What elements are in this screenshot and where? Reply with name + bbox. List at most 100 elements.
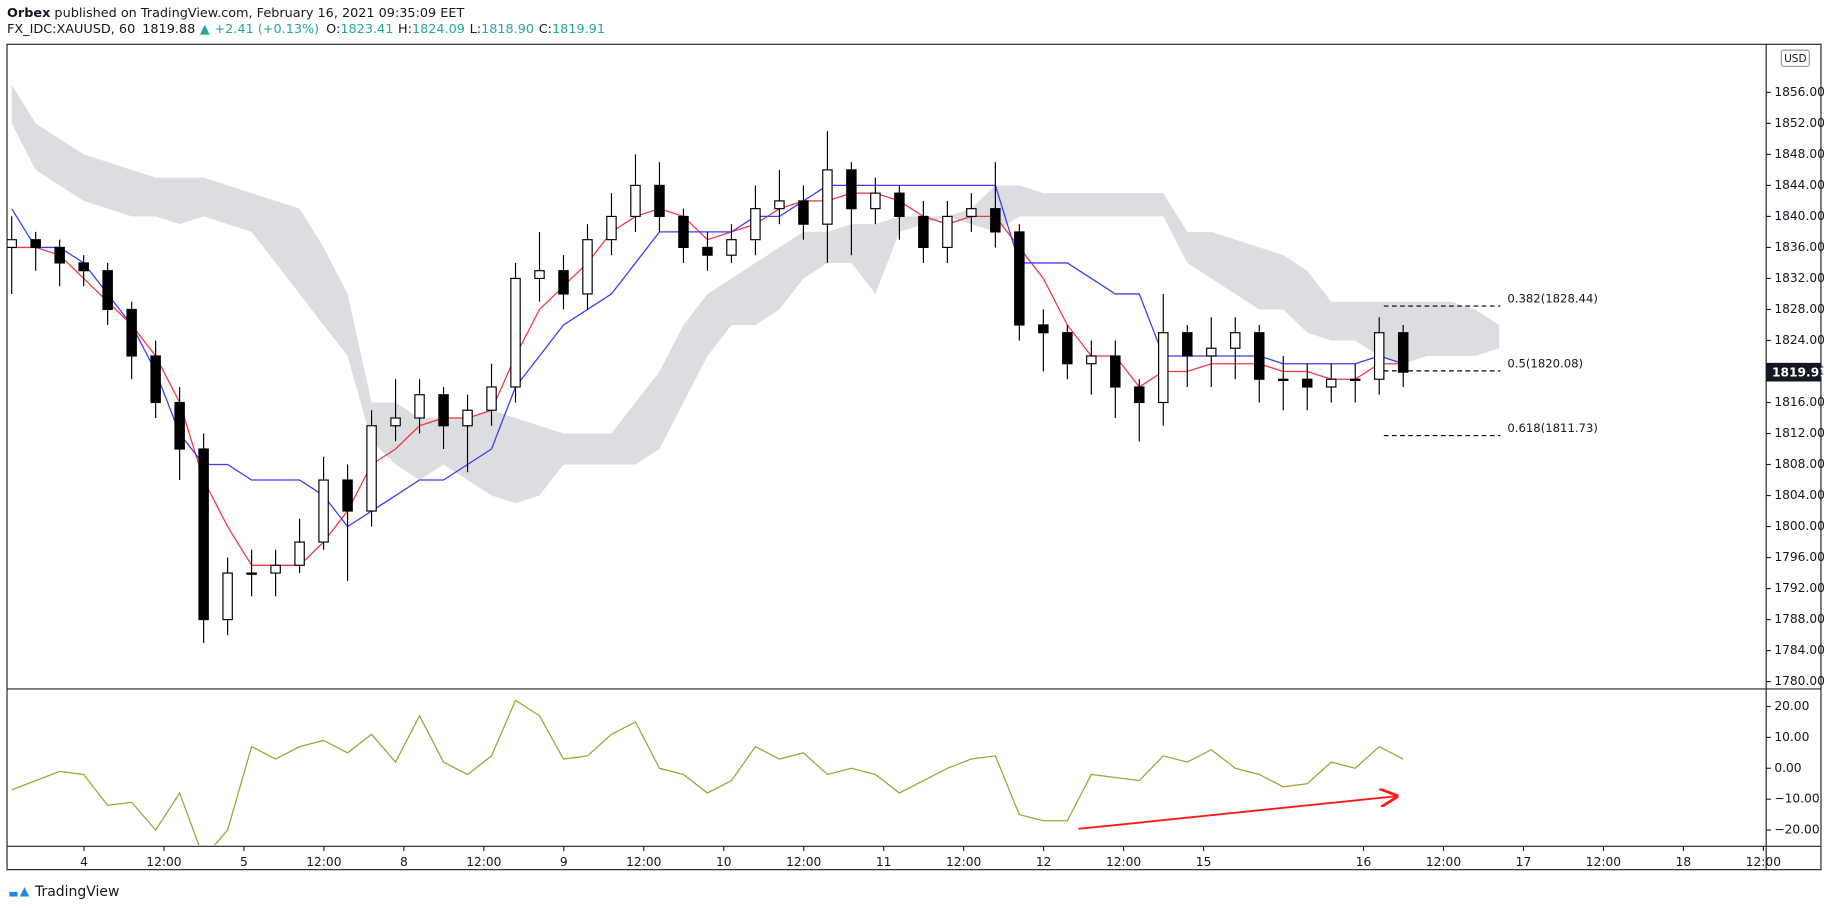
candle-body [1325,378,1337,388]
y-tick-label: 1816.00 [1774,395,1825,409]
candle-body [918,215,929,249]
y-tick-label: 1800.00 [1774,519,1825,533]
y-tick-label: 1812.00 [1774,426,1825,440]
candle-body [654,184,665,218]
candle-body [582,239,593,295]
candle-body [678,215,689,249]
candle-body [966,208,977,218]
x-tick-label: 12:00 [786,855,821,869]
candle-body [1014,231,1025,326]
candle-body [1134,386,1145,404]
axes: 1856.001852.001848.001844.001840.001836.… [80,85,1828,869]
y-tick-label: 1780.00 [1774,674,1825,688]
y-tick-label: 1792.00 [1774,581,1825,595]
y-tick-label: 10.00 [1774,730,1809,744]
last-price: 1819.91 [1772,365,1828,379]
candle-body [222,572,233,621]
x-tick-label: 15 [1196,855,1212,869]
y-tick-label: 1788.00 [1774,612,1825,626]
candle-body [126,308,137,357]
candle-body [198,448,209,621]
candle-body [942,215,953,249]
candle-body [1373,332,1385,380]
candle-body [558,270,569,295]
x-tick-label: 12:00 [1426,855,1461,869]
x-tick-label: 9 [560,855,568,869]
l-value: 1818.90 [481,22,534,37]
x-tick-label: 16 [1356,855,1372,869]
x-tick-label: 12:00 [946,855,981,869]
author: Orbex [7,5,51,20]
y-tick-label: 1784.00 [1774,643,1825,657]
x-tick-label: 4 [80,855,88,869]
y-tick-label: 1804.00 [1774,488,1825,502]
y-tick-label: 1828.00 [1774,302,1825,316]
candle-body [438,394,449,427]
candle-body [30,239,41,249]
y-tick-label: 20.00 [1774,699,1809,713]
x-tick-label: 5 [240,855,248,869]
candle-body [1062,332,1073,365]
candle-body [174,401,185,450]
header-line: Orbex published on TradingView.com, Febr… [7,5,464,20]
last-price-badge [1766,362,1821,382]
y-tick-label: 1852.00 [1774,116,1825,130]
arrow: ▲ [200,22,210,37]
candle-body [150,355,161,404]
candle-body [630,184,641,218]
candle-body [1278,378,1289,381]
x-tick-label: 8 [400,855,408,869]
x-tick-label: 12:00 [466,855,501,869]
y-tick-label: 0.00 [1774,761,1801,775]
c-value: 1819.91 [552,22,605,37]
o-label: O: [326,22,340,37]
y-tick-label: 1848.00 [1774,147,1825,161]
y-tick-label: 1832.00 [1774,271,1825,285]
candle-body [390,417,401,427]
y-tick-label: −20.00 [1774,823,1819,837]
indicator-line [11,184,1404,528]
published: published on TradingView.com, February 1… [50,5,464,20]
y-tick-label: 1796.00 [1774,550,1825,564]
x-tick-label: 12:00 [1106,855,1141,869]
candle-body [366,425,377,512]
cloud [11,84,1500,504]
trend-arrow [1078,796,1396,830]
o-value: 1823.41 [340,22,393,37]
candle-body [342,479,353,512]
candle-body [534,270,545,280]
candle-body [1110,355,1121,388]
oscillator-line [11,699,1404,846]
x-tick-label: 10 [716,855,732,869]
last-price: 1819.88 [142,22,195,37]
candle-body [1038,324,1049,334]
candle-body [54,246,65,264]
candle-body [894,192,905,218]
candle-body [414,394,425,419]
candle-body [990,208,1001,233]
currency: USD [1784,53,1806,65]
fib-label: 0.5(1820.08) [1507,356,1583,370]
x-tick-label: 12 [1036,855,1052,869]
candle-body [1230,332,1241,349]
fib-label: 0.382(1828.44) [1507,292,1598,306]
candle-body [7,239,17,249]
candle-body [102,270,113,311]
candle-body [606,215,617,241]
candle-body [774,200,785,210]
candle-body [702,246,713,256]
candle-body [798,200,809,225]
change: +2.41 (+0.13%) [214,22,319,37]
y-tick-label: 1808.00 [1774,457,1825,471]
c-label: C: [539,22,552,37]
x-tick-label: 12:00 [626,855,661,869]
candle-body [510,277,521,388]
x-tick-label: 11 [876,855,892,869]
x-tick-label: 12:00 [1586,855,1621,869]
candle-body [462,409,473,427]
fib-label: 0.618(1811.73) [1507,421,1598,435]
y-tick-label: 1840.00 [1774,209,1825,223]
y-tick-label: −10.00 [1774,792,1819,806]
currency-badge[interactable] [1780,49,1810,68]
y-tick-label: 1836.00 [1774,240,1825,254]
